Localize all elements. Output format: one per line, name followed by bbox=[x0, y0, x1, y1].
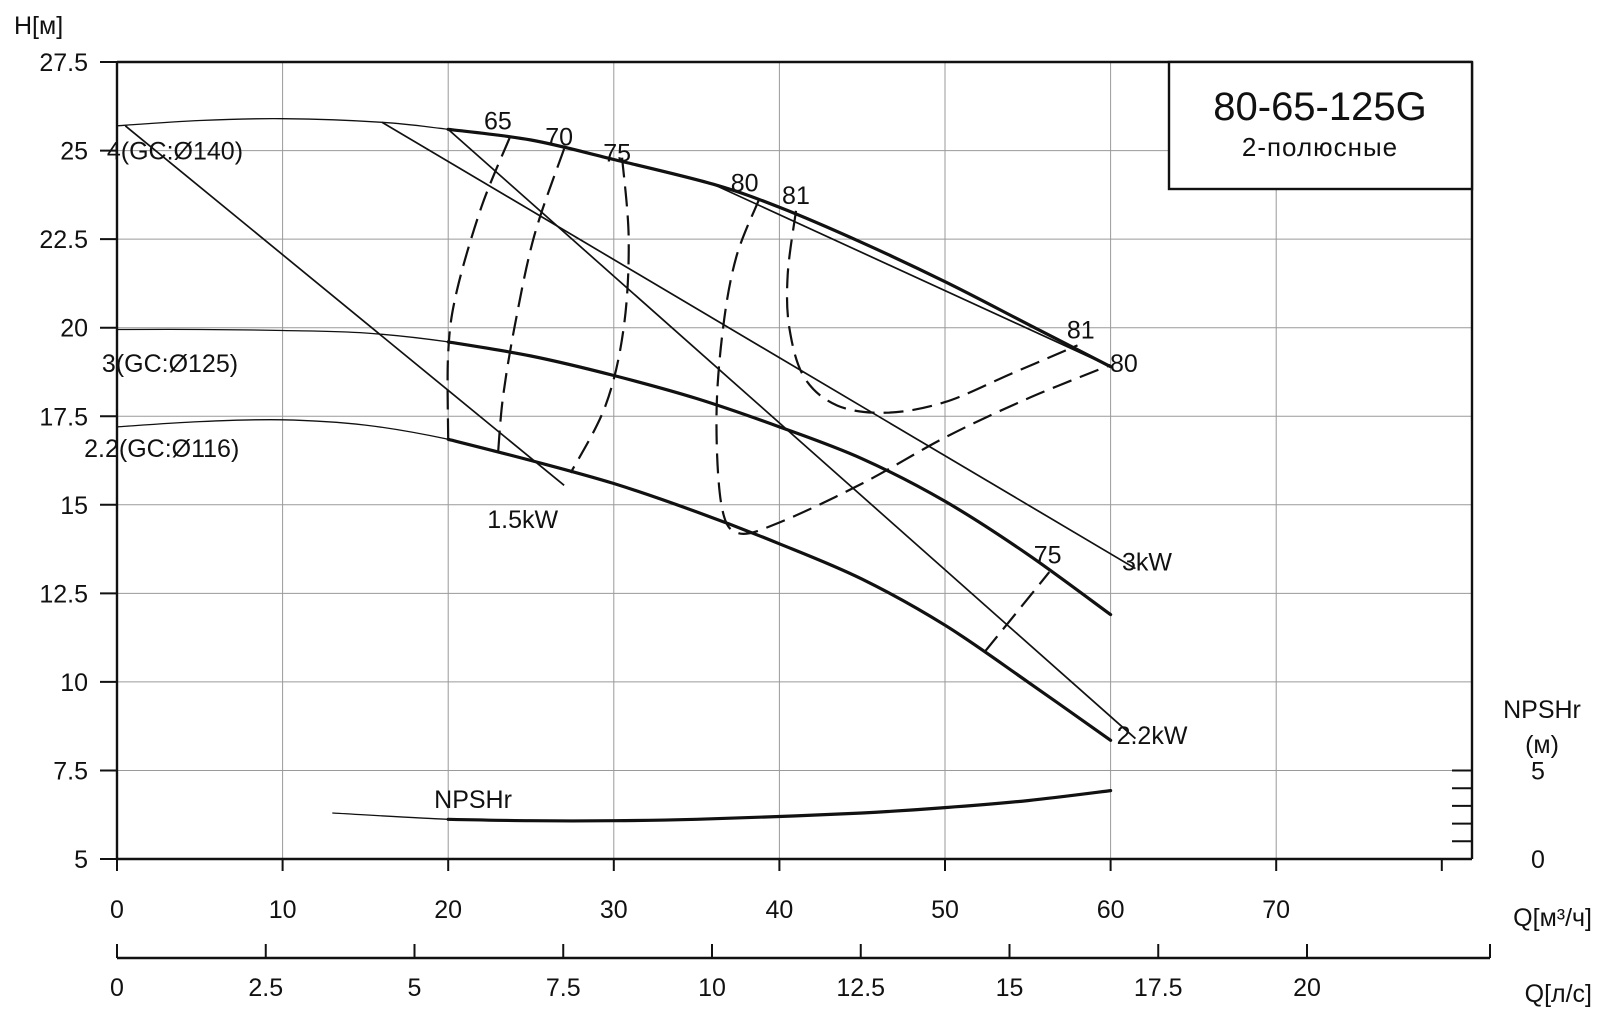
annotation-label: 3(GC:Ø125) bbox=[102, 350, 238, 378]
x-tick-label: 0 bbox=[110, 896, 124, 924]
power-line bbox=[712, 183, 1111, 368]
plot-area bbox=[116, 117, 1137, 823]
annotation-label: 2.2(GC:Ø116) bbox=[84, 435, 239, 463]
x-tick-label: 20 bbox=[434, 896, 462, 924]
x2-axis-title: Q[л/с] bbox=[1525, 980, 1592, 1008]
series-line-operating bbox=[446, 340, 1113, 617]
npsh-axis-title: NPSHr bbox=[1503, 696, 1581, 724]
y-tick-label: 10 bbox=[60, 669, 88, 697]
x-tick-label: 40 bbox=[765, 896, 793, 924]
x-axis-title: Q[м³/ч] bbox=[1513, 904, 1592, 932]
x2-tick-label: 2.5 bbox=[248, 974, 283, 1002]
x2-tick-label: 20 bbox=[1293, 974, 1321, 1002]
x2-tick-label: 12.5 bbox=[836, 974, 885, 1002]
npsh-axis-unit: (м) bbox=[1525, 731, 1559, 759]
x2-tick-label: 17.5 bbox=[1134, 974, 1183, 1002]
efficiency-contour bbox=[715, 198, 1112, 535]
annotation-label: 75 bbox=[1034, 541, 1062, 569]
efficiency-contour bbox=[569, 157, 630, 474]
x2-tick-label: 0 bbox=[110, 974, 124, 1002]
annotation-label: 3kW bbox=[1122, 548, 1172, 576]
power-line bbox=[381, 121, 1136, 570]
annotation-label: 80 bbox=[1110, 350, 1138, 378]
y-tick-label: 25 bbox=[60, 138, 88, 166]
annotations: 4(GC:Ø140) 3(GC:Ø125) 2.2(GC:Ø116) 1.5kW 3kW… bbox=[84, 107, 1188, 813]
chart-title: 80-65-125G bbox=[1213, 85, 1426, 129]
y-tick-label: 5 bbox=[74, 846, 88, 874]
x2-tick-label: 15 bbox=[996, 974, 1024, 1002]
y-axis-title: H[м] bbox=[14, 12, 63, 40]
annotation-label: 1.5kW bbox=[487, 506, 558, 534]
efficiency-contour bbox=[496, 148, 566, 456]
annotation-label: 81 bbox=[782, 182, 810, 210]
y-tick-label: 7.5 bbox=[53, 757, 88, 785]
power-line bbox=[447, 128, 1137, 740]
npsh-tick-label: 0 bbox=[1531, 846, 1545, 874]
x-tick-label: 30 bbox=[600, 896, 628, 924]
series-line-operating bbox=[446, 789, 1113, 823]
x2-tick-label: 7.5 bbox=[546, 974, 581, 1002]
annotation-label: 81 bbox=[1067, 316, 1095, 344]
efficiency-contour bbox=[446, 137, 511, 440]
chart-subtitle: 2-полюсные bbox=[1242, 132, 1398, 162]
x-tick-label: 70 bbox=[1262, 896, 1290, 924]
annotation-label: 65 bbox=[484, 107, 512, 135]
efficiency-contour bbox=[983, 571, 1051, 653]
x-tick-label: 10 bbox=[269, 896, 297, 924]
y-tick-label: 12.5 bbox=[39, 580, 88, 608]
annotation-label: NPSHr bbox=[434, 786, 512, 814]
annotation-label: 4(GC:Ø140) bbox=[107, 138, 243, 166]
title-box bbox=[1167, 60, 1474, 191]
x-tick-label: 50 bbox=[931, 896, 959, 924]
x-tick-label: 60 bbox=[1097, 896, 1125, 924]
y-tick-label: 22.5 bbox=[39, 226, 88, 254]
x2-tick-label: 10 bbox=[698, 974, 726, 1002]
annotation-label: 75 bbox=[603, 139, 631, 167]
efficiency-contour bbox=[785, 210, 1078, 414]
annotation-label: 2.2kW bbox=[1117, 722, 1188, 750]
power-line bbox=[124, 125, 565, 486]
annotation-label: 80 bbox=[731, 169, 759, 197]
y-tick-label: 20 bbox=[60, 315, 88, 343]
y-tick-label: 27.5 bbox=[39, 49, 88, 77]
x2-tick-label: 5 bbox=[408, 974, 422, 1002]
y-tick-label: 15 bbox=[60, 492, 88, 520]
series-line-operating bbox=[446, 437, 1113, 742]
series-line-operating bbox=[446, 127, 1113, 369]
annotation-label: 70 bbox=[545, 123, 573, 151]
grid bbox=[117, 62, 1472, 859]
npsh-tick-label: 5 bbox=[1531, 758, 1545, 786]
y-tick-label: 17.5 bbox=[39, 403, 88, 431]
